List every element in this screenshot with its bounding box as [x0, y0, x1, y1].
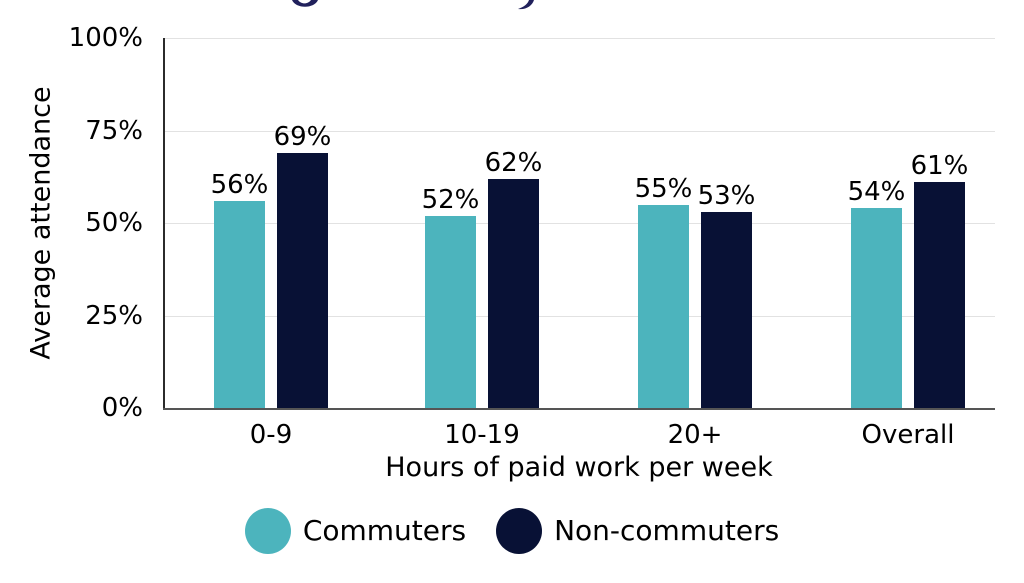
y-axis-line [163, 38, 165, 410]
gridline-100 [163, 38, 995, 39]
x-tick-label-0-9: 0-9 [249, 420, 293, 450]
x-axis-line [163, 408, 995, 410]
bar-value-label: 61% [910, 151, 969, 182]
x-tick-label-20+: 20+ [667, 420, 723, 450]
title-descender-mark-1 [292, 0, 318, 7]
bar-commuters-0-9 [214, 200, 265, 408]
gridline-50 [163, 223, 995, 224]
cropped-title-remnant [292, 0, 534, 10]
legend-label: Non-commuters [554, 514, 780, 547]
y-tick-label: 50% [85, 208, 143, 238]
bar-value-label: 69% [273, 121, 332, 152]
bar-commuters-10-19 [425, 215, 476, 408]
legend-swatch-icon [496, 508, 543, 554]
bar-value-label: 53% [697, 180, 756, 211]
gridline-25 [163, 315, 995, 317]
y-tick-label: 25% [85, 300, 143, 331]
y-tick-label: 100% [68, 23, 143, 53]
legend-swatch-icon [244, 508, 291, 554]
bar-non-commuters-Overall [914, 182, 965, 408]
bar-value-label: 52% [421, 184, 480, 215]
x-tick-label-Overall: Overall [861, 420, 955, 450]
y-tick-label: 75% [85, 115, 143, 146]
legend-item-non-commuters: Non-commuters [496, 508, 779, 554]
bar-non-commuters-10-19 [488, 178, 539, 408]
legend-label: Commuters [302, 514, 467, 547]
legend: Commuters Non-commuters [0, 505, 1024, 557]
x-axis-title: Hours of paid work per week [385, 452, 773, 483]
y-tick-label: 0% [101, 393, 143, 423]
bar-commuters-Overall [851, 208, 902, 408]
bar-value-label: 54% [847, 177, 906, 208]
x-tick-label-10-19: 10-19 [444, 420, 520, 450]
title-descender-mark-2 [518, 0, 534, 10]
gridline-75 [163, 130, 995, 132]
bar-value-label: 55% [634, 173, 693, 204]
bar-non-commuters-0-9 [277, 152, 328, 408]
bar-non-commuters-20+ [701, 211, 752, 408]
legend-item-commuters: Commuters [244, 508, 467, 554]
bar-commuters-20+ [638, 204, 689, 408]
bar-value-label: 56% [210, 169, 269, 200]
bar-value-label: 62% [484, 147, 543, 178]
